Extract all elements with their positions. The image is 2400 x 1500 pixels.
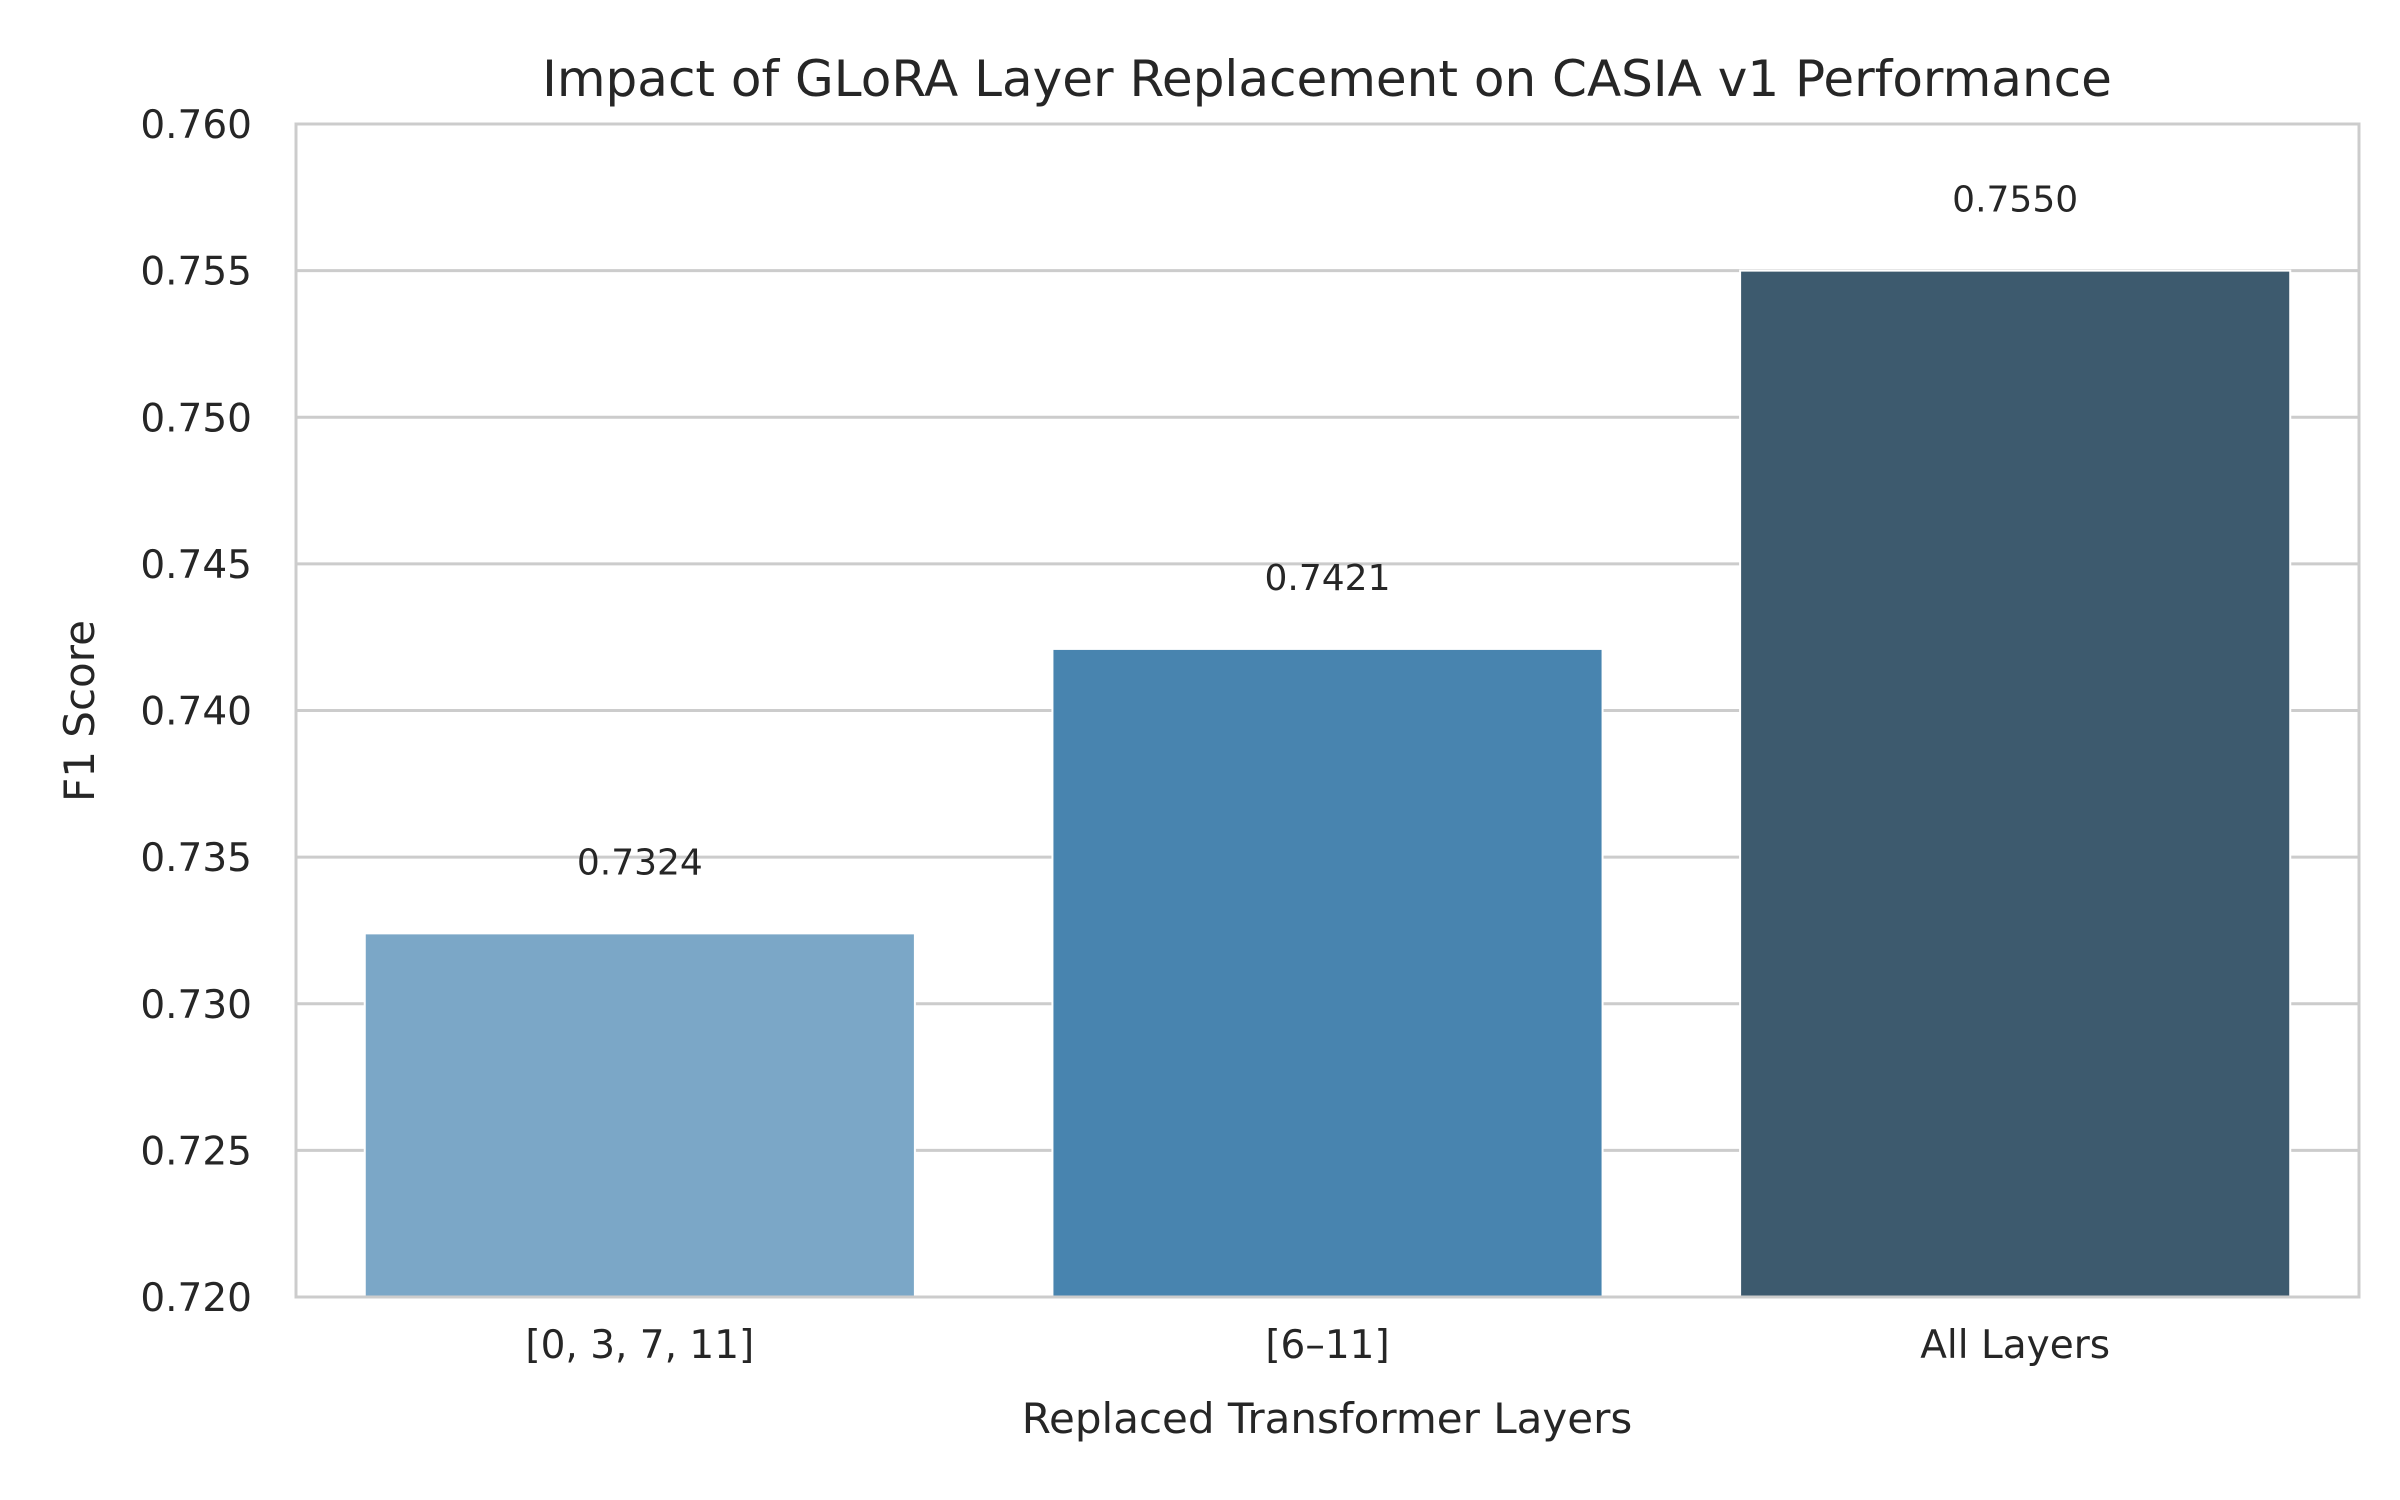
y-tick-label: 0.725 <box>140 1129 252 1174</box>
x-axis-title: Replaced Transformer Layers <box>1022 1394 1633 1443</box>
y-tick-label: 0.745 <box>140 543 252 588</box>
y-tick-label: 0.720 <box>140 1276 252 1321</box>
x-tick-labels: [0, 3, 7, 11] [6–11] All Layers <box>525 1323 2110 1368</box>
x-tick-label: [6–11] <box>1265 1323 1389 1368</box>
value-labels: 0.7324 0.7421 0.7550 <box>577 180 2078 884</box>
y-axis-title: F1 Score <box>55 620 104 802</box>
y-tick-label: 0.755 <box>140 250 252 295</box>
y-tick-label: 0.760 <box>140 103 252 148</box>
x-tick-label: [0, 3, 7, 11] <box>525 1323 754 1368</box>
x-tick-label: All Layers <box>1920 1323 2110 1368</box>
chart-title: Impact of GLoRA Layer Replacement on CAS… <box>542 50 2112 108</box>
bar <box>1051 647 1604 1298</box>
bar-value-label: 0.7324 <box>577 842 703 883</box>
plot-frame <box>294 122 2361 1299</box>
bar <box>1739 269 2292 1298</box>
y-tick-label: 0.740 <box>140 690 252 735</box>
bar <box>363 932 916 1298</box>
bar-value-label: 0.7550 <box>1952 180 2078 221</box>
bar-value-label: 0.7421 <box>1265 558 1391 599</box>
y-tick-labels: 0.720 0.725 0.730 0.735 0.740 0.745 0.750 0.755… <box>140 103 252 1321</box>
y-tick-label: 0.750 <box>140 396 252 441</box>
y-tick-label: 0.730 <box>140 983 252 1028</box>
y-tick-label: 0.735 <box>140 836 252 881</box>
